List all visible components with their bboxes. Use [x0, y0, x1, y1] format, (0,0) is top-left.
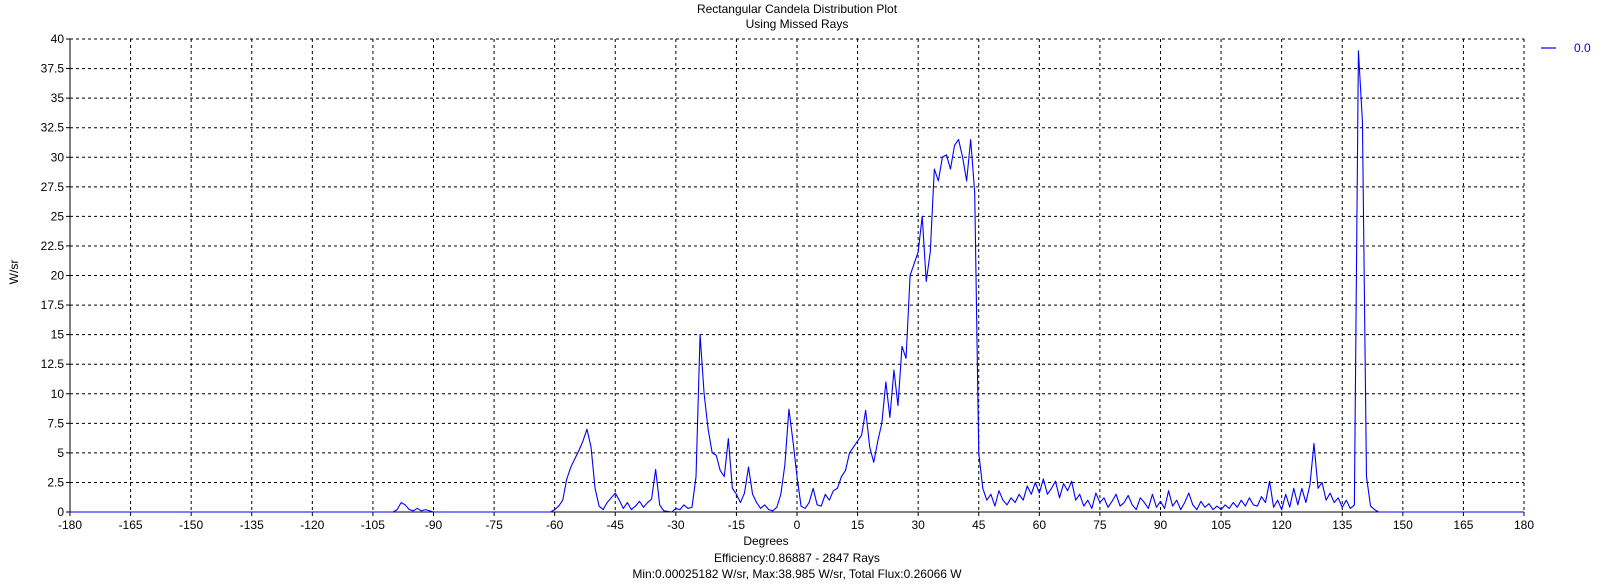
y-tick-label-14: 35 [51, 91, 65, 105]
x-tick-label-23: 165 [1453, 518, 1473, 532]
footer-stats: Min:0.00025182 W/sr, Max:38.985 W/sr, To… [632, 567, 962, 581]
y-tick-label-8: 20 [51, 269, 65, 283]
x-tick-label-8: -60 [546, 518, 564, 532]
y-tick-label-4: 10 [51, 387, 65, 401]
x-tick-label-9: -45 [607, 518, 625, 532]
y-tick-label-10: 25 [51, 209, 65, 223]
series-layer [70, 50, 1524, 513]
y-tick-label-13: 32.5 [41, 121, 65, 135]
x-tick-label-18: 90 [1154, 518, 1168, 532]
footer-efficiency: Efficiency:0.86887 - 2847 Rays [714, 551, 880, 565]
legend: 0.0 [1541, 41, 1591, 55]
y-axis-label: W/sr [7, 260, 21, 285]
y-tick-label-6: 15 [51, 328, 65, 342]
x-tick-label-2: -150 [179, 518, 203, 532]
y-tick-label-12: 30 [51, 150, 65, 164]
x-tick-label-10: -30 [667, 518, 685, 532]
x-tick-label-6: -90 [425, 518, 443, 532]
series-line-0 [70, 50, 1524, 513]
axes [66, 38, 1525, 516]
grid [69, 38, 1525, 513]
x-tick-label-4: -120 [300, 518, 324, 532]
x-tick-label-16: 60 [1033, 518, 1047, 532]
x-tick-label-19: 105 [1211, 518, 1231, 532]
x-tick-label-20: 120 [1272, 518, 1292, 532]
y-tick-label-11: 27.5 [41, 180, 65, 194]
x-tick-label-7: -75 [485, 518, 503, 532]
y-tick-label-1: 2.5 [47, 475, 64, 489]
x-tick-label-12: 0 [794, 518, 801, 532]
y-tick-label-7: 17.5 [41, 298, 65, 312]
x-tick-label-11: -15 [728, 518, 746, 532]
y-tick-label-2: 5 [57, 446, 64, 460]
x-tick-label-14: 30 [911, 518, 925, 532]
x-tick-label-1: -165 [119, 518, 143, 532]
x-tick-label-22: 150 [1393, 518, 1413, 532]
x-tick-label-17: 75 [1093, 518, 1107, 532]
x-tick-label-3: -135 [240, 518, 264, 532]
x-tick-label-15: 45 [972, 518, 986, 532]
y-tick-label-16: 40 [51, 32, 65, 46]
y-tick-label-5: 12.5 [41, 357, 65, 371]
x-tick-label-5: -105 [361, 518, 385, 532]
y-tick-label-0: 0 [57, 505, 64, 519]
legend-label-0: 0.0 [1574, 41, 1591, 55]
x-tick-label-21: 135 [1332, 518, 1352, 532]
chart-subtitle: Using Missed Rays [746, 17, 849, 31]
y-tick-label-3: 7.5 [47, 416, 64, 430]
x-axis-label: Degrees [743, 534, 788, 548]
y-tick-label-15: 37.5 [41, 62, 65, 76]
x-tick-label-0: -180 [58, 518, 82, 532]
x-tick-label-13: 15 [851, 518, 865, 532]
chart-title: Rectangular Candela Distribution Plot [697, 2, 898, 16]
x-tick-label-24: 180 [1514, 518, 1534, 532]
tick-labels: -180 -165 -150 -135 -120 -105 -90 -75 -60 -45 -30-… [41, 32, 1535, 532]
y-tick-label-9: 22.5 [41, 239, 65, 253]
